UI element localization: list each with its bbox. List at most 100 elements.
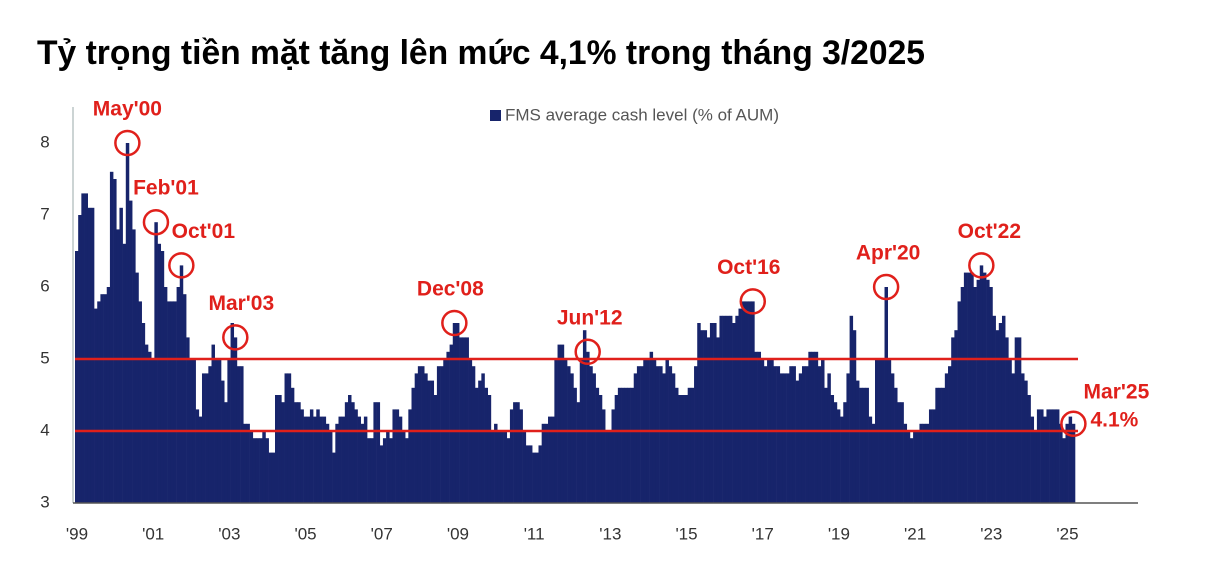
bar xyxy=(198,416,203,503)
bar xyxy=(1001,315,1006,503)
bar xyxy=(763,366,768,503)
bar xyxy=(325,423,330,503)
x-tick-label: '13 xyxy=(599,524,621,543)
bar xyxy=(859,387,863,503)
bar xyxy=(865,387,869,503)
bar xyxy=(408,409,412,503)
bar xyxy=(401,431,406,503)
bar xyxy=(808,351,812,503)
bar xyxy=(932,409,936,503)
bar xyxy=(360,423,365,503)
bar xyxy=(843,402,847,503)
bar xyxy=(640,366,644,503)
bar xyxy=(728,315,733,503)
bar xyxy=(106,287,111,503)
bar xyxy=(713,323,717,503)
bar xyxy=(170,301,174,503)
bar xyxy=(303,416,308,503)
bar xyxy=(195,409,200,503)
bar xyxy=(690,387,695,503)
bar xyxy=(601,409,606,503)
bar xyxy=(449,344,454,503)
bar xyxy=(436,366,441,503)
bar xyxy=(341,416,346,503)
bar xyxy=(719,315,723,503)
bar xyxy=(649,351,654,503)
bar xyxy=(973,287,977,503)
bar xyxy=(814,351,819,503)
bar xyxy=(97,301,101,503)
bar xyxy=(157,243,162,504)
bar xyxy=(725,315,730,503)
bar xyxy=(167,301,171,503)
bar xyxy=(748,301,752,503)
bar xyxy=(916,431,920,503)
bar xyxy=(938,387,942,503)
bar xyxy=(1011,373,1015,503)
bar xyxy=(411,387,415,503)
bar xyxy=(128,200,133,503)
annotation-label: Mar'03 xyxy=(208,292,274,315)
bar xyxy=(259,438,263,503)
bar xyxy=(490,431,495,503)
bar xyxy=(846,373,850,503)
bar xyxy=(424,373,428,503)
bar xyxy=(522,431,527,503)
x-tick-label: '21 xyxy=(904,524,926,543)
bar xyxy=(386,431,390,503)
bar xyxy=(528,445,533,503)
bar xyxy=(871,423,876,503)
bar xyxy=(471,366,476,503)
bar xyxy=(100,294,104,503)
bar xyxy=(754,351,758,503)
bar xyxy=(240,366,244,503)
bar xyxy=(84,193,88,503)
annotation-circle xyxy=(168,252,195,279)
bar xyxy=(687,387,692,503)
bar xyxy=(722,315,727,503)
bar xyxy=(233,337,238,503)
bar xyxy=(119,207,123,504)
bar xyxy=(525,445,530,503)
bar xyxy=(148,351,152,503)
bar xyxy=(773,366,777,503)
bar xyxy=(941,387,946,503)
bar xyxy=(992,315,996,503)
bar xyxy=(348,395,352,503)
bar xyxy=(332,452,336,503)
bar xyxy=(173,301,177,503)
bar xyxy=(328,431,333,503)
bar xyxy=(617,387,622,503)
bar xyxy=(789,366,793,503)
bar xyxy=(90,207,95,504)
bar xyxy=(338,416,342,503)
bar xyxy=(732,323,736,503)
bar xyxy=(300,409,304,503)
bar xyxy=(735,315,739,503)
bar xyxy=(706,337,711,503)
bar xyxy=(541,423,546,503)
bar xyxy=(824,387,828,503)
bar xyxy=(960,287,965,503)
annotation-circle xyxy=(441,309,468,337)
bar xyxy=(811,351,815,503)
bar xyxy=(852,330,857,503)
bar xyxy=(855,380,860,503)
bar xyxy=(414,373,419,503)
y-tick-label: 4 xyxy=(40,420,49,439)
bar xyxy=(462,337,466,503)
bar xyxy=(236,366,241,503)
bar xyxy=(1065,423,1069,503)
bar xyxy=(598,395,603,503)
bar xyxy=(405,438,409,503)
bar xyxy=(519,409,523,503)
bar xyxy=(287,373,292,503)
bar xyxy=(322,416,327,503)
bar xyxy=(840,416,844,503)
bar xyxy=(751,301,755,503)
bar xyxy=(186,337,190,503)
bar xyxy=(989,287,993,503)
bar xyxy=(494,423,498,503)
bar xyxy=(919,423,923,503)
bar xyxy=(109,171,114,504)
